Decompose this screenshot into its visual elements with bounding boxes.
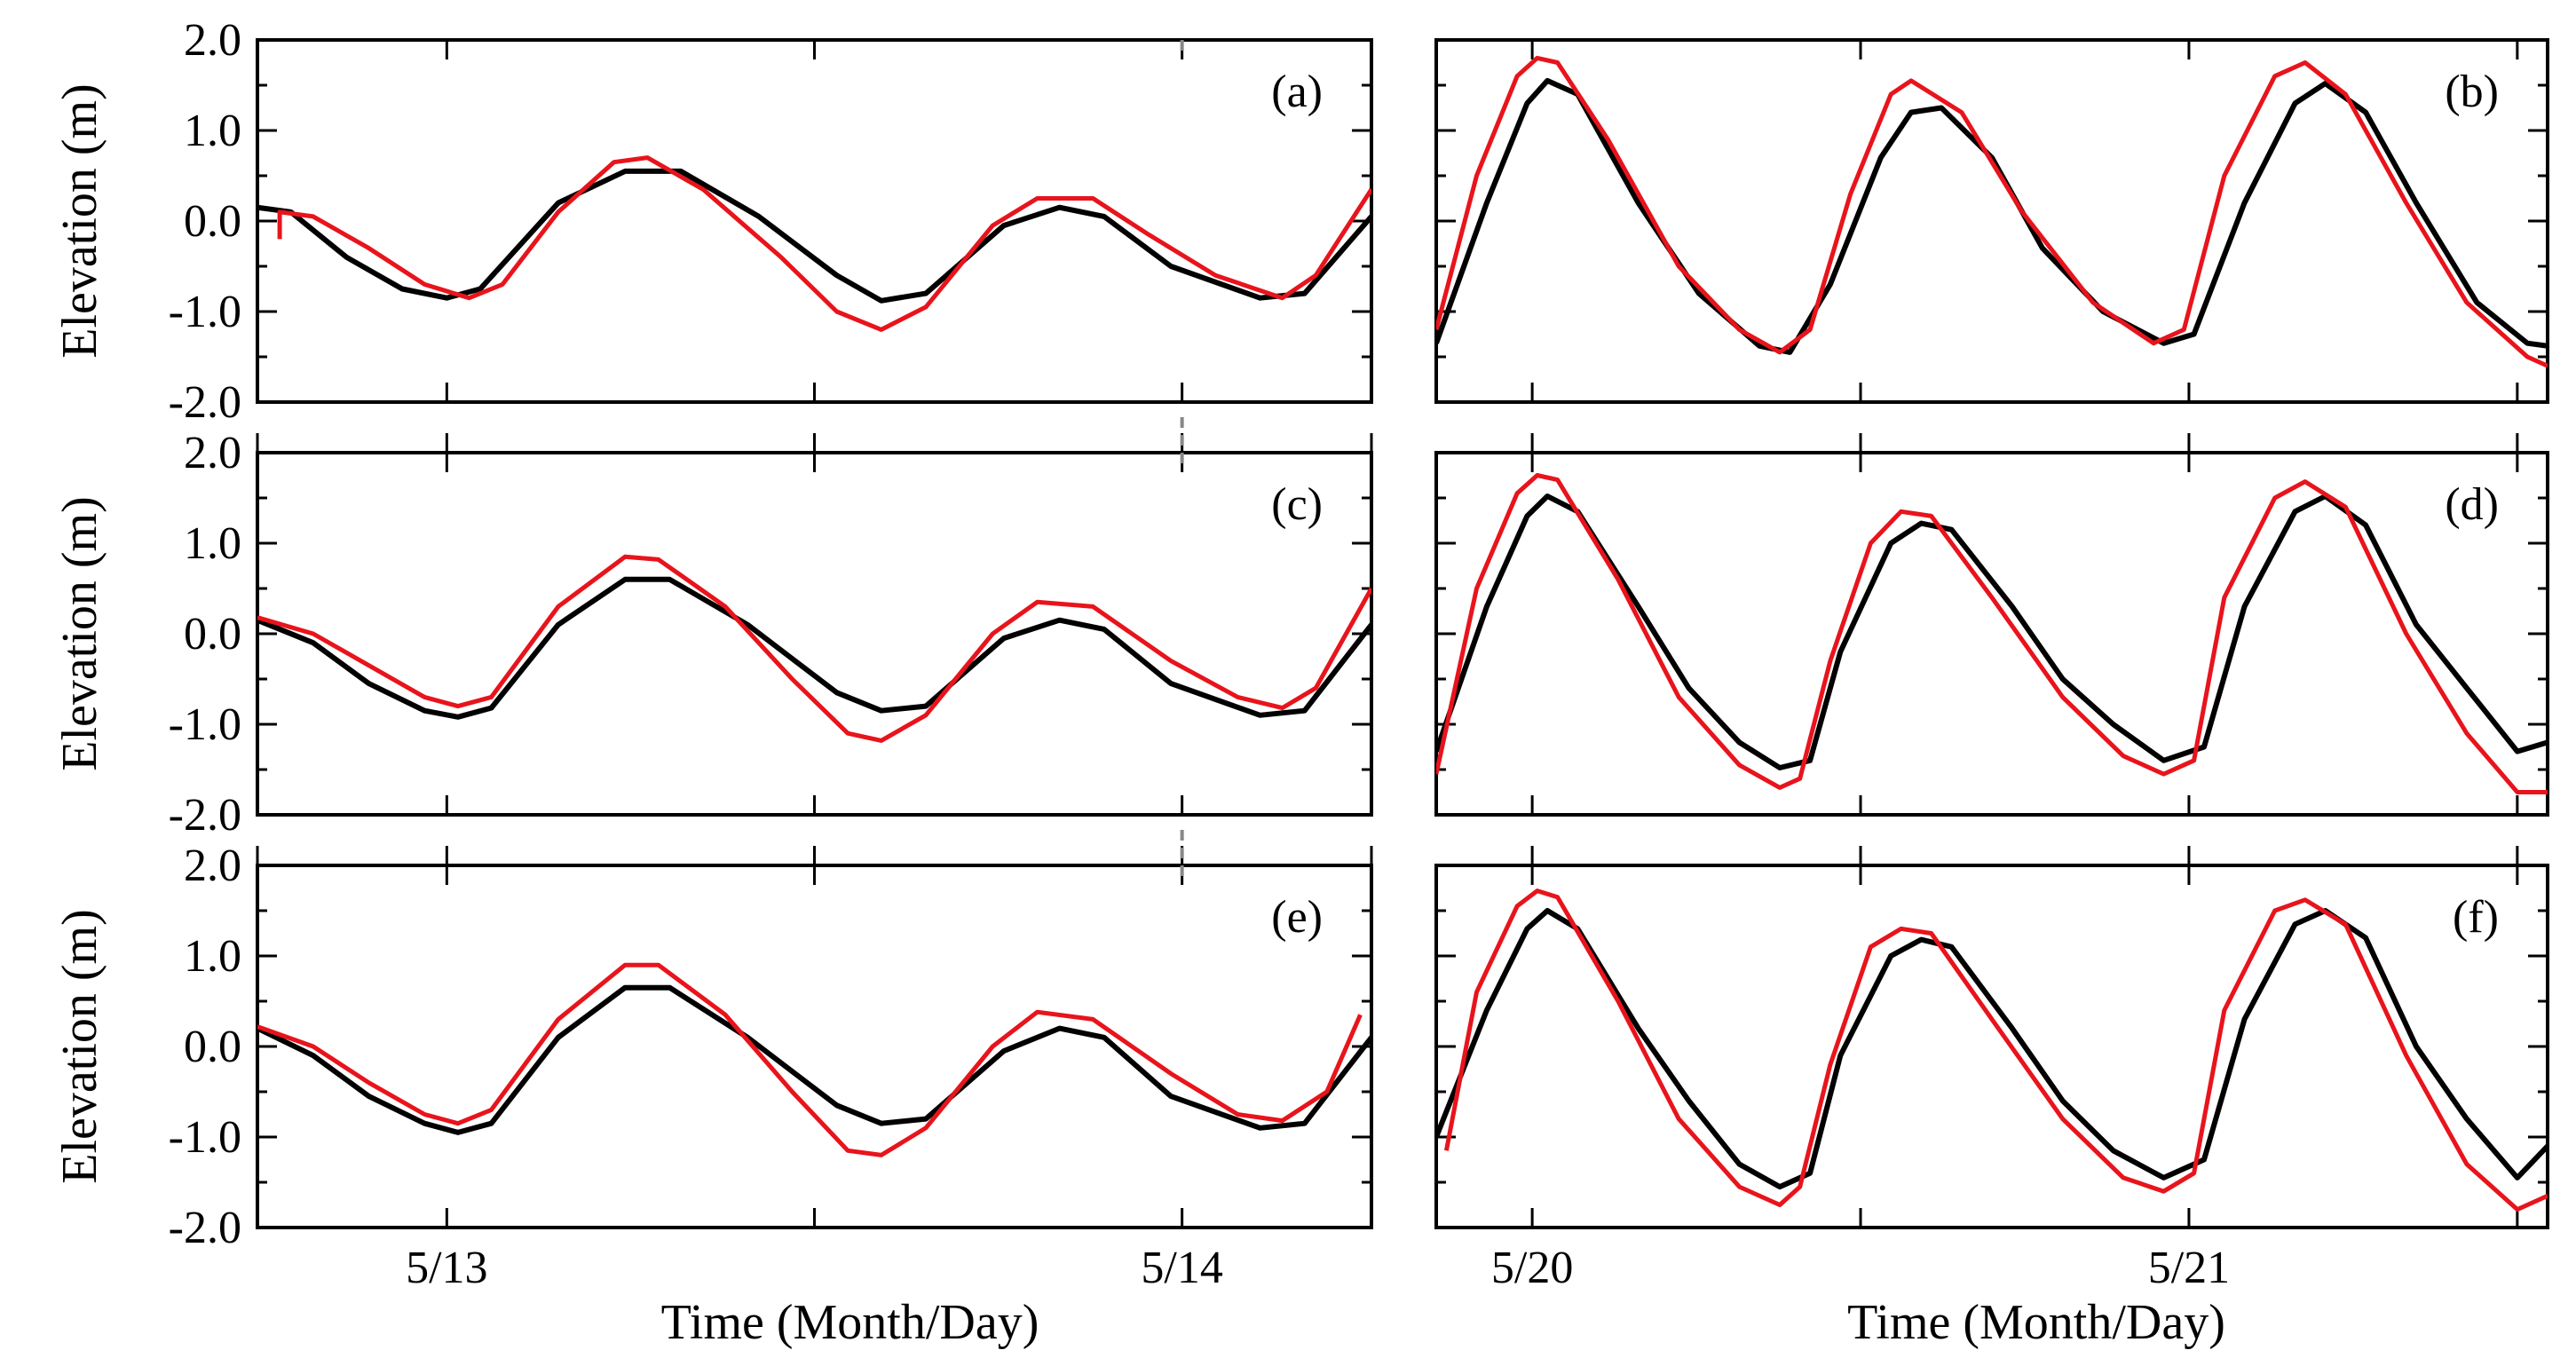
x-tick-label: 5/20 — [1491, 1243, 1573, 1293]
panel-label: (f) — [2453, 892, 2499, 943]
x-axis-title: Time (Month/Day) — [1847, 1295, 2225, 1350]
y-tick-label: -2.0 — [169, 1203, 241, 1253]
plot-frame — [1434, 864, 2549, 1229]
series-line-red — [1436, 55, 2548, 368]
panel-a: 2.0 1.0 0.0 -1.0 -2.0 Elevation (m) (a) — [52, 15, 1373, 428]
plot-frame — [1434, 451, 2549, 817]
panel-label: (a) — [1271, 67, 1323, 117]
series-line-red — [257, 554, 1371, 743]
plot-frame — [1434, 38, 2549, 404]
y-tick-label: 2.0 — [184, 15, 241, 66]
panel-d: (d) — [1434, 433, 2549, 817]
y-tick-label: -2.0 — [169, 377, 241, 428]
y-tick-label: 2.0 — [184, 428, 241, 478]
y-tick-label: 1.0 — [184, 518, 241, 569]
panel-label: (d) — [2445, 479, 2499, 530]
y-tick-label: -1.0 — [169, 699, 241, 750]
series-line-black — [257, 168, 1371, 304]
y-tick-label: 1.0 — [184, 106, 241, 156]
panel-label: (c) — [1271, 479, 1323, 530]
y-tick-label: 2.0 — [184, 841, 241, 891]
x-tick-label: 5/21 — [2148, 1243, 2230, 1293]
y-tick-label: -1.0 — [169, 287, 241, 337]
plot-frame — [256, 38, 1373, 404]
panel-label: (b) — [2445, 67, 2499, 117]
panel-e: 2.0 1.0 0.0 -1.0 -2.0 Elevation (m) (e) 5/13 5/1… — [52, 830, 1373, 1350]
series-line-black — [1436, 908, 2548, 1190]
y-tick-label: -2.0 — [169, 790, 241, 841]
y-tick-label: 0.0 — [184, 1022, 241, 1072]
x-tick-label: 5/14 — [1141, 1243, 1222, 1293]
series-line-black — [1436, 493, 2548, 770]
panel-label: (e) — [1271, 892, 1323, 943]
series-line-black — [1436, 77, 2548, 355]
series-line-black — [257, 984, 1371, 1135]
series-line-red — [257, 962, 1363, 1157]
y-axis-title: Elevation (m) — [52, 496, 107, 770]
y-axis-title: Elevation (m) — [52, 909, 107, 1183]
series-line-red — [1436, 473, 2548, 794]
y-axis-title: Elevation (m) — [52, 83, 107, 358]
series-line-red — [1443, 888, 2548, 1212]
plot-frame — [256, 451, 1373, 817]
y-tick-label: 0.0 — [184, 196, 241, 247]
plot-frame — [256, 864, 1373, 1229]
x-axis-title: Time (Month/Day) — [661, 1295, 1039, 1350]
y-tick-label: 0.0 — [184, 609, 241, 659]
y-tick-label: 1.0 — [184, 931, 241, 982]
y-tick-label: -1.0 — [169, 1112, 241, 1163]
series-line-black — [257, 576, 1371, 720]
panel-b: (b) — [1434, 38, 2549, 404]
series-line-red — [277, 155, 1371, 332]
panel-c: 2.0 1.0 0.0 -1.0 -2.0 Elevation (m) (c) — [52, 417, 1373, 841]
x-tick-label: 5/13 — [406, 1243, 487, 1293]
